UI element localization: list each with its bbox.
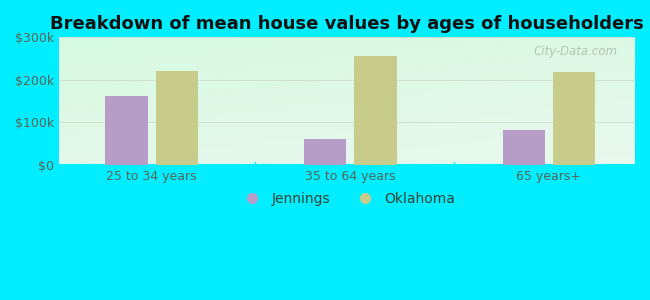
- Title: Breakdown of mean house values by ages of householders: Breakdown of mean house values by ages o…: [50, 15, 644, 33]
- Bar: [553, 72, 595, 165]
- Bar: [155, 71, 198, 165]
- Bar: [105, 96, 148, 165]
- Bar: [502, 130, 545, 165]
- Bar: [354, 56, 396, 165]
- Text: City-Data.com: City-Data.com: [534, 45, 618, 58]
- Bar: [304, 140, 346, 165]
- Legend: Jennings, Oklahoma: Jennings, Oklahoma: [233, 187, 461, 211]
